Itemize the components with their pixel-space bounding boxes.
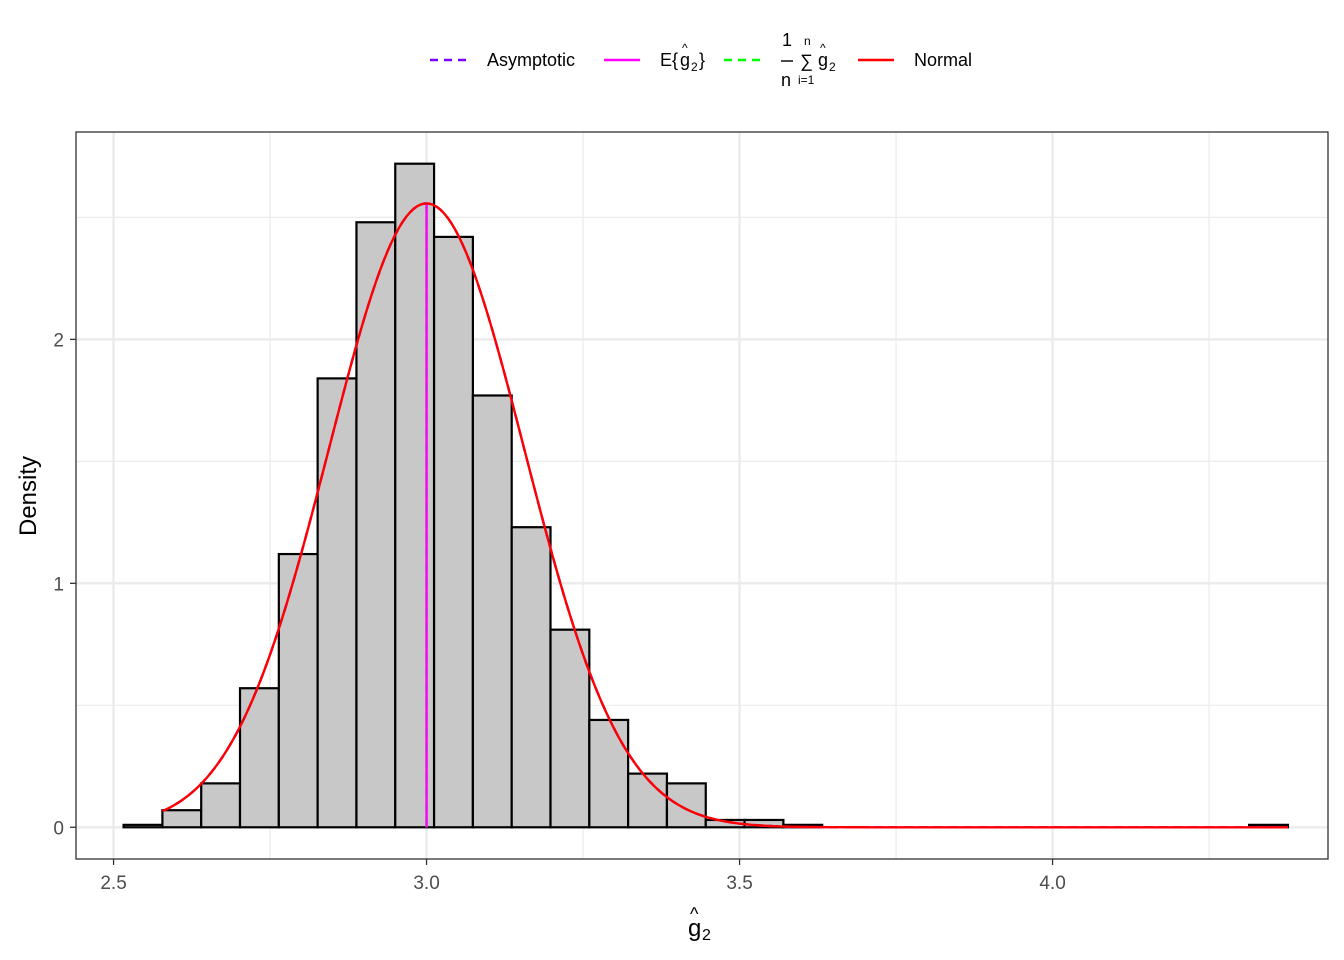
y-axis-ticks: 0 1 2 [53, 330, 76, 839]
histogram-bars [122, 162, 1290, 829]
legend-expected-end: } [699, 50, 705, 70]
y-tick-label: 2 [53, 330, 64, 351]
histogram-bar [316, 377, 358, 829]
panel-border [75, 131, 1329, 860]
legend-label-normal: Normal [914, 50, 972, 70]
histogram-bar [665, 782, 707, 829]
y-axis-title: Density [15, 456, 42, 536]
x-tick-label: 4.0 [1039, 873, 1065, 894]
legend-label-asymptotic: Asymptotic [487, 50, 575, 70]
histogram-bar [355, 221, 397, 829]
plot-panel [75, 131, 1329, 860]
histogram-bar [200, 782, 242, 829]
x-tick-label: 3.0 [413, 873, 439, 894]
histogram-bar [277, 552, 319, 829]
histogram-bar [161, 809, 203, 829]
histogram-bar [238, 687, 280, 829]
legend-frac-den: n [781, 70, 791, 90]
legend-sum-bottom: i=1 [798, 73, 815, 87]
legend-expected-sub: 2 [691, 60, 698, 74]
legend-sum-top: n [804, 34, 811, 48]
x-axis-title-sub: 2 [702, 927, 711, 944]
x-tick-label: 3.5 [726, 873, 752, 894]
histogram-bar [549, 628, 591, 829]
legend-expected-g: g [680, 50, 690, 70]
legend-label-expected-g2: E{ g ^ 2 } [660, 41, 705, 74]
legend-expected-hat: ^ [682, 41, 688, 55]
histogram-bar [432, 235, 474, 829]
legend-frac-num: 1 [782, 30, 792, 50]
histogram-bar [510, 526, 552, 829]
legend-label-sample-mean: 1 n n ∑ i=1 g ^ 2 [781, 30, 836, 90]
legend: Asymptotic E{ g ^ 2 } 1 n n ∑ i=1 g ^ 2 … [430, 30, 972, 90]
histogram-bar [122, 823, 164, 829]
x-axis-title: g ^ 2 [688, 904, 711, 944]
legend-sum-sign: ∑ [800, 51, 813, 71]
legend-mean-hat: ^ [820, 41, 826, 55]
x-axis-ticks: 2.5 3.0 3.5 4.0 [100, 859, 1066, 894]
histogram-bar [588, 718, 630, 829]
histogram-bar [471, 394, 513, 829]
y-tick-label: 0 [53, 818, 64, 839]
histogram-bar [394, 162, 436, 829]
histogram-bar [627, 772, 669, 829]
legend-expected-e: E{ [660, 50, 678, 70]
legend-mean-g: g [818, 50, 828, 70]
x-axis-title-g: g [688, 915, 701, 942]
x-tick-label: 2.5 [100, 873, 126, 894]
x-axis-title-hat: ^ [690, 904, 699, 924]
legend-mean-sub: 2 [829, 60, 836, 74]
series-curves [161, 202, 1288, 829]
y-tick-label: 1 [53, 574, 64, 595]
series-normal-curve [161, 202, 1288, 829]
